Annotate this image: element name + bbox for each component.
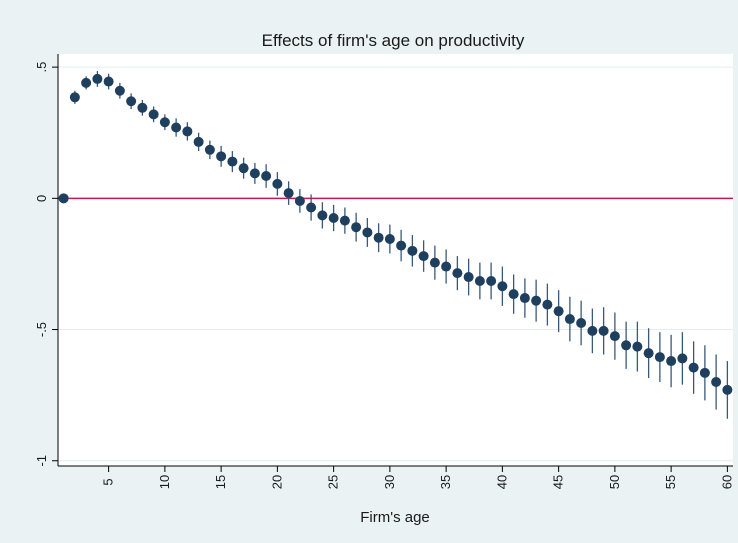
data-point-15 [216, 151, 227, 162]
data-point-36 [452, 268, 463, 279]
data-point-21 [283, 188, 294, 199]
data-point-51 [621, 340, 632, 351]
data-point-52 [632, 341, 643, 352]
x-tick-label-50: 50 [607, 475, 622, 489]
data-point-27 [351, 222, 362, 233]
data-point-7 [126, 96, 137, 107]
data-point-34 [429, 257, 440, 268]
data-point-25 [328, 213, 339, 224]
y-tick-label-2: -.5 [34, 322, 49, 337]
data-point-40 [497, 281, 508, 292]
data-point-11 [171, 122, 182, 133]
data-point-18 [249, 168, 260, 179]
x-tick-label-45: 45 [551, 475, 566, 489]
x-tick-label-40: 40 [494, 475, 509, 489]
data-point-22 [294, 195, 305, 206]
data-point-20 [272, 178, 283, 189]
data-point-19 [261, 171, 272, 182]
data-point-17 [238, 163, 249, 174]
data-point-43 [531, 295, 542, 306]
data-point-12 [182, 126, 193, 137]
data-point-54 [654, 352, 665, 363]
data-point-39 [486, 275, 497, 286]
data-point-31 [396, 240, 407, 251]
y-tick-label-3: -1 [34, 455, 49, 467]
data-point-9 [148, 109, 159, 120]
data-point-4 [92, 73, 103, 84]
y-tick-label-1: 0 [34, 195, 49, 202]
x-tick-label-15: 15 [213, 475, 228, 489]
data-point-42 [519, 293, 530, 304]
data-point-50 [609, 331, 620, 342]
data-point-60 [722, 384, 733, 395]
data-point-5 [103, 76, 114, 87]
x-tick-label-60: 60 [719, 475, 734, 489]
x-tick-label-55: 55 [663, 475, 678, 489]
data-point-24 [317, 210, 328, 221]
data-point-6 [114, 85, 125, 96]
data-point-14 [204, 144, 215, 155]
data-point-47 [576, 317, 587, 328]
data-point-10 [159, 117, 170, 128]
data-point-49 [598, 325, 609, 336]
data-point-3 [81, 77, 92, 88]
x-axis-title: Firm's age [360, 509, 430, 526]
data-point-1 [58, 193, 69, 204]
x-axis-ticks: 5 10 15 20 25 30 35 40 45 50 55 60 [101, 466, 734, 489]
data-point-32 [407, 245, 418, 256]
data-point-46 [564, 314, 575, 325]
data-point-16 [227, 156, 238, 167]
data-point-26 [339, 215, 350, 226]
data-point-53 [643, 348, 654, 359]
data-point-29 [373, 232, 384, 243]
x-tick-label-35: 35 [438, 475, 453, 489]
data-point-38 [474, 275, 485, 286]
data-point-28 [362, 227, 373, 238]
data-point-30 [384, 234, 395, 245]
data-point-33 [418, 251, 429, 262]
plot-area [58, 54, 733, 466]
data-point-56 [677, 353, 688, 364]
data-point-23 [306, 202, 317, 213]
data-point-13 [193, 136, 204, 147]
data-point-8 [137, 102, 148, 113]
y-axis-ticks: .5 0 -.5 -1 [34, 62, 58, 467]
data-point-41 [508, 289, 519, 300]
data-point-44 [542, 299, 553, 310]
chart-title: Effects of firm's age on productivity [262, 31, 525, 50]
x-tick-label-30: 30 [382, 475, 397, 489]
data-point-55 [666, 356, 677, 367]
x-tick-label-20: 20 [269, 475, 284, 489]
x-tick-label-5: 5 [101, 478, 116, 485]
data-point-45 [553, 306, 564, 317]
axes [57, 54, 733, 467]
data-point-37 [463, 272, 474, 283]
data-point-59 [711, 377, 722, 388]
data-points [58, 73, 733, 395]
grid-lines [58, 66, 733, 462]
data-point-58 [699, 367, 710, 378]
data-point-35 [441, 261, 452, 272]
data-point-2 [69, 92, 80, 103]
x-tick-label-10: 10 [157, 475, 172, 489]
x-tick-label-25: 25 [326, 475, 341, 489]
y-tick-label-0: .5 [34, 62, 49, 73]
data-point-57 [688, 362, 699, 373]
data-point-48 [587, 325, 598, 336]
